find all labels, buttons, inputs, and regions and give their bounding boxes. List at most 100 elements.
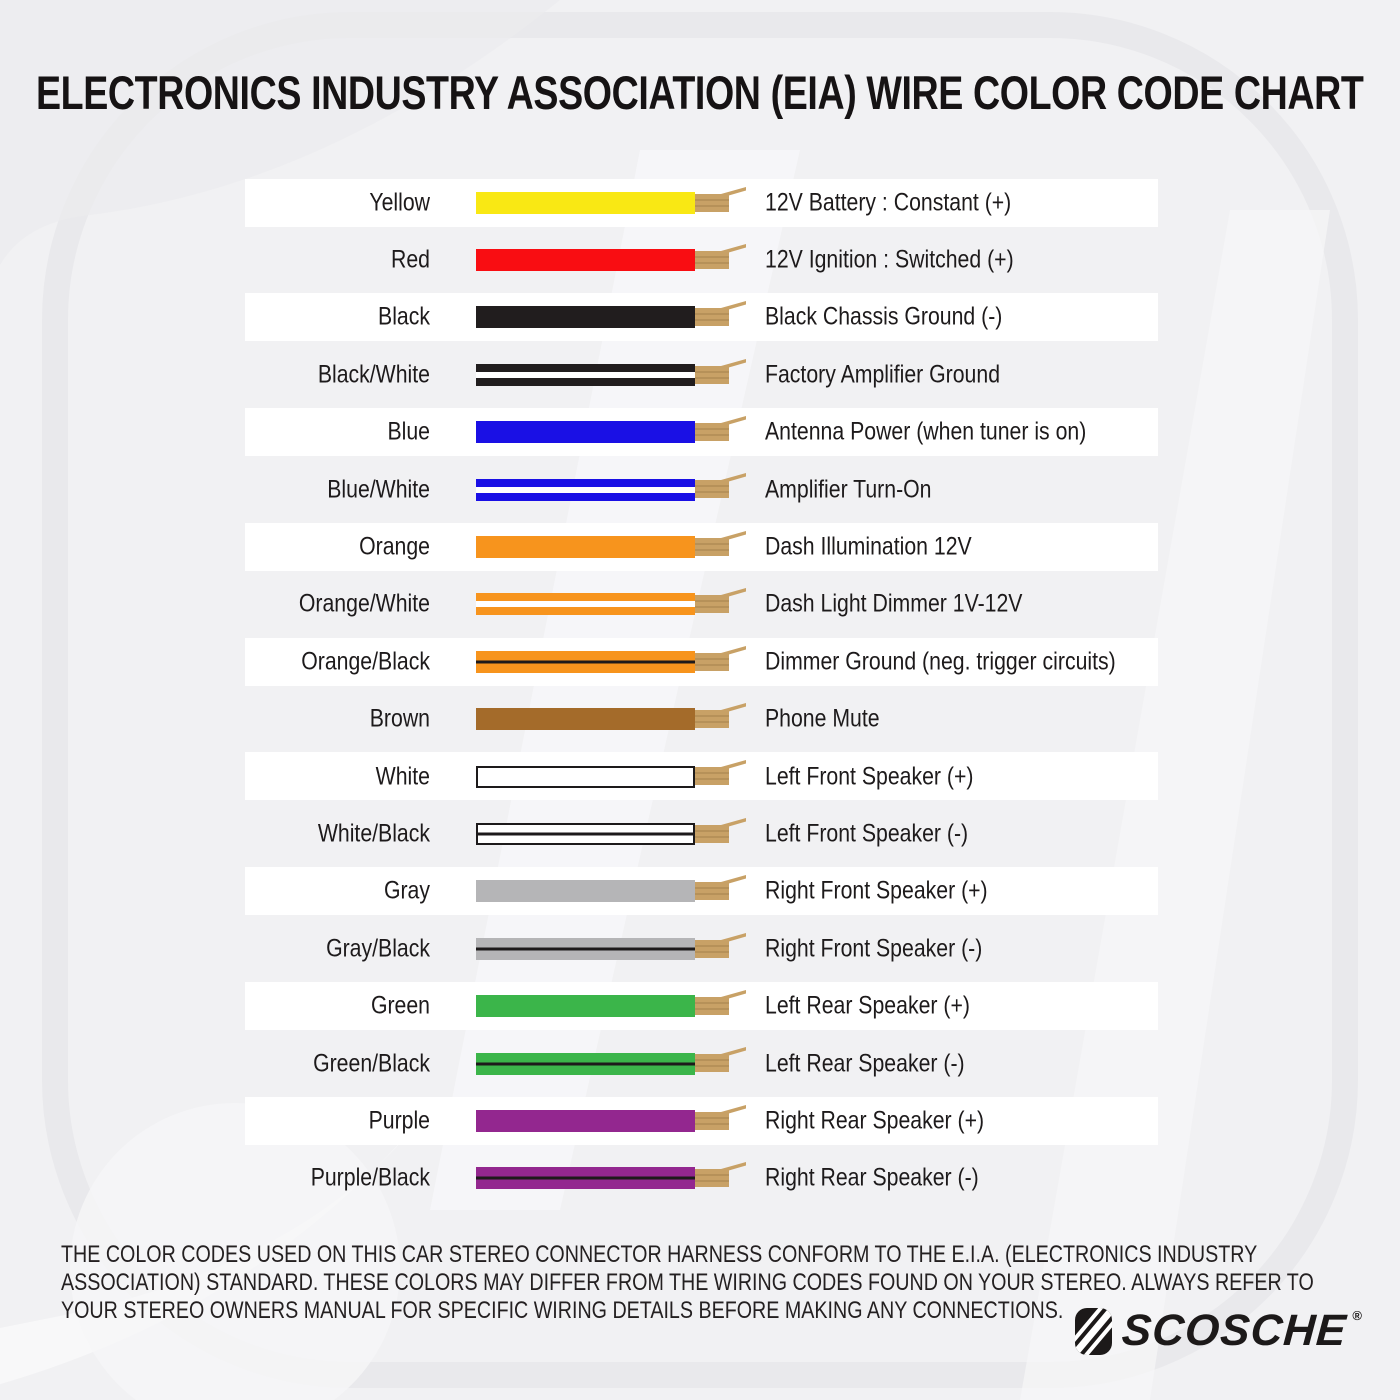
wire-color-name: Gray/Black [326, 934, 430, 963]
wire-swatch [476, 421, 695, 444]
wire-color-name: Purple [368, 1106, 430, 1135]
wire-stripe [476, 1062, 695, 1066]
wire-copper-tip-icon [695, 588, 746, 614]
wire-swatch [476, 363, 695, 386]
wire-stripe [478, 832, 693, 836]
wire-row: Yellow 12V Battery : Constant (+) [245, 174, 1158, 231]
wire-swatch [476, 536, 695, 559]
wire-copper-tip-icon [695, 243, 746, 269]
wire-function: Left Rear Speaker (+) [765, 991, 970, 1020]
wire-color-name: Yellow [369, 188, 430, 217]
wire-swatch [476, 650, 695, 673]
wire-color-name: Green [370, 991, 430, 1020]
wire-row: White/Black Left Front Speaker (-) [245, 805, 1158, 862]
wire-stripe [476, 601, 695, 608]
wire-copper-tip-icon [695, 473, 746, 499]
wire-swatch [476, 593, 695, 616]
wire-swatch [476, 478, 695, 501]
wire-function: Phone Mute [765, 704, 880, 733]
wire-color-name: White/Black [317, 819, 430, 848]
wire-color-name: Gray [383, 876, 430, 905]
wire-color-name: Red [391, 245, 430, 274]
wire-function: Right Rear Speaker (-) [765, 1163, 979, 1192]
wire-copper-tip-icon [695, 358, 746, 384]
wire-color-name: Blue [387, 417, 430, 446]
wire-row: Brown Phone Mute [245, 691, 1158, 748]
scosche-logo: SCOSCHE ® [1074, 1306, 1362, 1356]
wire-color-name: Orange/White [298, 589, 430, 618]
wire-function: Dash Light Dimmer 1V-12V [765, 589, 1023, 618]
wire-stripe [476, 1176, 695, 1180]
wire-row: Green/Black Left Rear Speaker (-) [245, 1035, 1158, 1092]
wire-swatch [476, 1109, 695, 1132]
wire-copper-tip-icon [695, 530, 746, 556]
wire-function: Amplifier Turn-On [765, 475, 932, 504]
wire-row: Gray Right Front Speaker (+) [245, 863, 1158, 920]
wire-row: Purple Right Rear Speaker (+) [245, 1092, 1158, 1149]
wire-function: Black Chassis Ground (-) [765, 302, 1003, 331]
wire-swatch [476, 880, 695, 903]
wire-function: 12V Battery : Constant (+) [765, 188, 1012, 217]
wire-stripe [476, 371, 695, 378]
wire-color-name: Orange [359, 532, 430, 561]
wire-copper-tip-icon [695, 416, 746, 442]
wire-row: Purple/Black Right Rear Speaker (-) [245, 1150, 1158, 1207]
wire-swatch [476, 1167, 695, 1190]
wire-swatch [476, 191, 695, 214]
wire-copper-tip-icon [695, 760, 746, 786]
wire-swatch [476, 937, 695, 960]
wire-row: Red 12V Ignition : Switched (+) [245, 231, 1158, 288]
wire-stripe [476, 660, 695, 664]
wire-color-name: Green/Black [313, 1049, 430, 1078]
wire-copper-tip-icon [695, 989, 746, 1015]
wire-color-name: Brown [369, 704, 430, 733]
wire-row: Black/White Factory Amplifier Ground [245, 346, 1158, 403]
wire-row: Blue/White Amplifier Turn-On [245, 461, 1158, 518]
wire-copper-tip-icon [695, 1162, 746, 1188]
wire-color-name: Blue/White [327, 475, 430, 504]
wire-swatch [476, 995, 695, 1018]
wire-stripe [476, 486, 695, 493]
wire-row: Orange/White Dash Light Dimmer 1V-12V [245, 576, 1158, 633]
wire-row: Gray/Black Right Front Speaker (-) [245, 920, 1158, 977]
registered-trademark-symbol: ® [1352, 1308, 1362, 1323]
wire-color-name: Purple/Black [310, 1163, 430, 1192]
wire-copper-tip-icon [695, 1047, 746, 1073]
wire-row: Orange Dash Illumination 12V [245, 518, 1158, 575]
wire-function: Dash Illumination 12V [765, 532, 972, 561]
wire-function: Left Rear Speaker (-) [765, 1049, 965, 1078]
scosche-logo-icon [1074, 1307, 1112, 1355]
wire-function: Right Rear Speaker (+) [765, 1106, 985, 1135]
wire-rows: Yellow 12V Battery : Constant (+) Red 12… [245, 174, 1158, 1208]
wire-row: Orange/Black Dimmer Ground (neg. trigger… [245, 633, 1158, 690]
wire-function: Right Front Speaker (+) [765, 876, 988, 905]
wire-copper-tip-icon [695, 186, 746, 212]
wire-copper-tip-icon [695, 875, 746, 901]
wire-function: Antenna Power (when tuner is on) [765, 417, 1087, 446]
wire-function: Factory Amplifier Ground [765, 360, 1001, 389]
brand-wordmark: SCOSCHE [1120, 1306, 1349, 1355]
wire-function: Left Front Speaker (-) [765, 819, 969, 848]
wire-row: Green Left Rear Speaker (+) [245, 977, 1158, 1034]
wire-copper-tip-icon [695, 1104, 746, 1130]
wire-function: Dimmer Ground (neg. trigger circuits) [765, 647, 1116, 676]
wire-swatch [476, 708, 695, 731]
wire-swatch [476, 765, 695, 788]
title-bar: ELECTRONICS INDUSTRY ASSOCIATION (EIA) W… [0, 62, 1400, 122]
wire-swatch [476, 306, 695, 329]
wire-swatch [476, 822, 695, 845]
wire-swatch [476, 1052, 695, 1075]
wire-copper-tip-icon [695, 817, 746, 843]
disclaimer-text: THE COLOR CODES USED ON THIS CAR STEREO … [61, 1241, 1314, 1324]
wire-copper-tip-icon [695, 703, 746, 729]
wire-color-name: Black/White [317, 360, 430, 389]
wire-copper-tip-icon [695, 301, 746, 327]
wire-row: White Left Front Speaker (+) [245, 748, 1158, 805]
wire-row: Blue Antenna Power (when tuner is on) [245, 404, 1158, 461]
page-title: ELECTRONICS INDUSTRY ASSOCIATION (EIA) W… [36, 65, 1364, 119]
wire-function: 12V Ignition : Switched (+) [765, 245, 1014, 274]
wire-stripe [476, 947, 695, 951]
wire-color-name: Black [378, 302, 430, 331]
wire-function: Left Front Speaker (+) [765, 762, 974, 791]
